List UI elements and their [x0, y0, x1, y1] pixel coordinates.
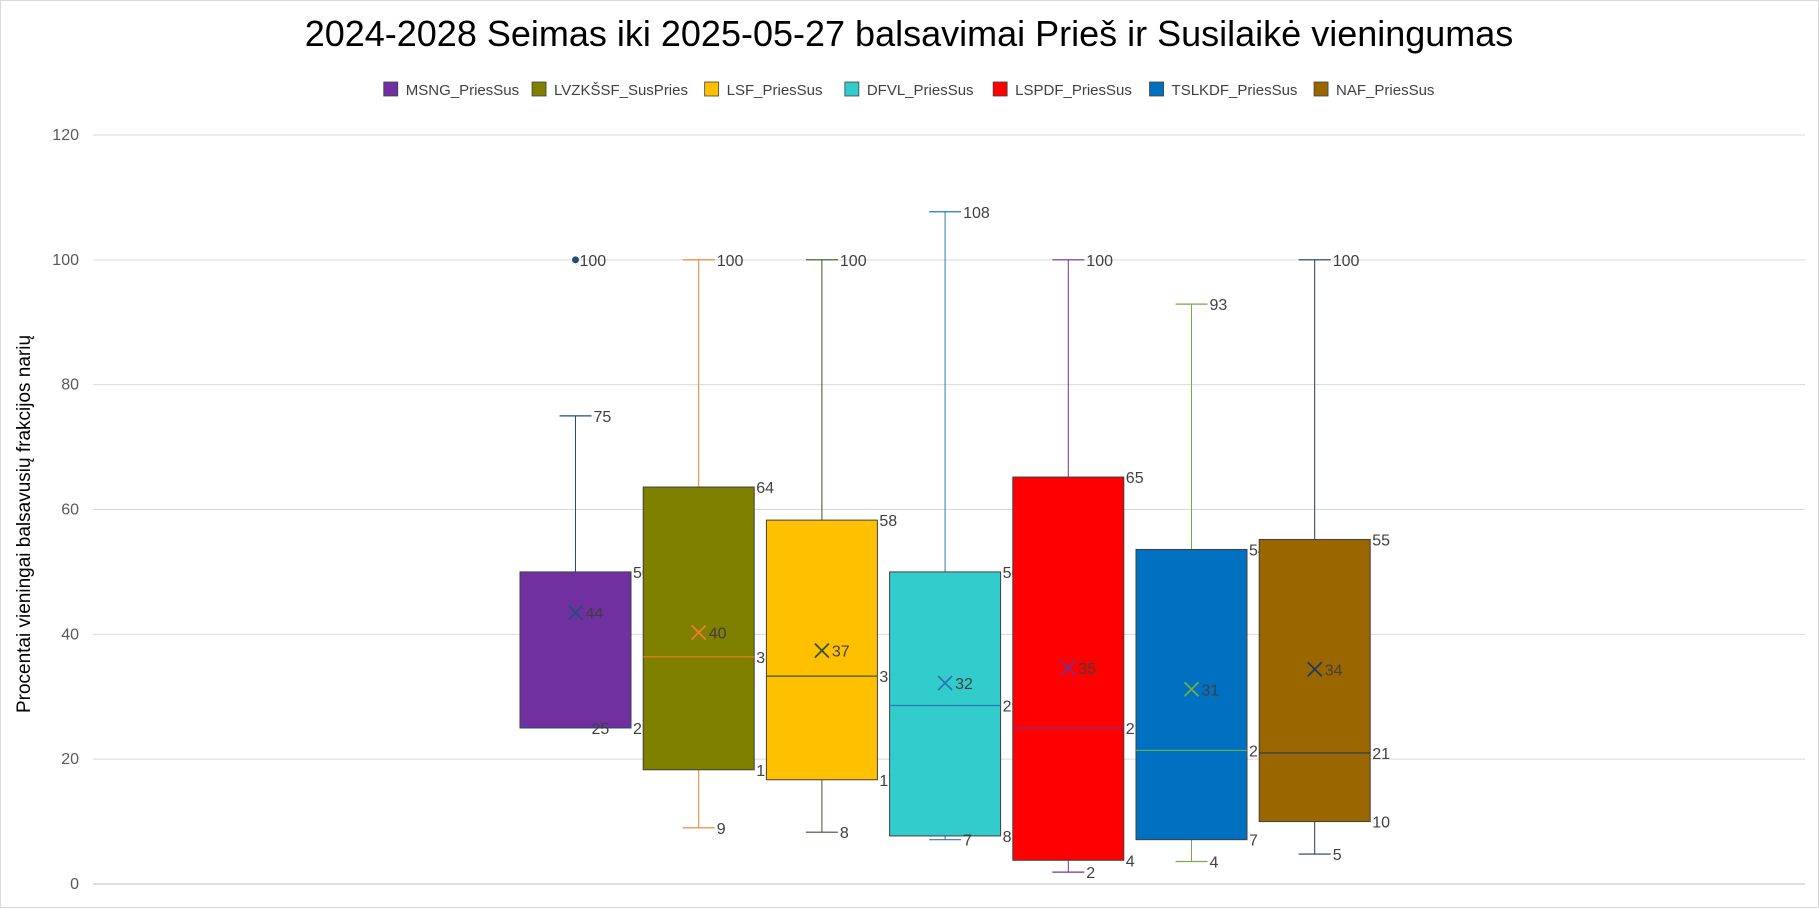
q3-label: 65 [1126, 470, 1144, 487]
box-group: 100 55 21 34 10 5 [1258, 253, 1390, 864]
max-label: 93 [1210, 297, 1228, 314]
y-axis-ticks: 0 20 40 60 80 100 120 [52, 127, 79, 893]
mean-label: 34 [1325, 662, 1343, 679]
min-label: 25 [592, 721, 610, 738]
legend-label: LVZKŠSF_SusPries [554, 82, 688, 99]
q1-label: 7 [1249, 833, 1258, 850]
y-tick-label: 80 [61, 377, 79, 394]
mean-label: 44 [586, 605, 604, 622]
max-label: 108 [963, 205, 990, 222]
outlier-label: 100 [580, 253, 607, 270]
max-label: 75 [594, 409, 612, 426]
legend: MSNG_PriesSus LVZKŠSF_SusPries LSF_PriesSu… [383, 81, 1434, 99]
mean-marker [567, 604, 584, 621]
mean-label: 32 [955, 676, 973, 693]
mean-marker [1307, 661, 1323, 677]
mean-label: 40 [709, 625, 727, 642]
mean-label: 31 [1202, 682, 1220, 699]
legend-label: LSPDF_PriesSus [1015, 82, 1132, 99]
y-tick-label: 60 [61, 502, 79, 519]
legend-swatch [531, 81, 547, 97]
max-label: 100 [717, 253, 744, 270]
mean-marker [1183, 681, 1200, 697]
min-label: 2 [1086, 865, 1095, 882]
legend-label: DFVL_PriesSus [867, 82, 974, 99]
mean-marker [814, 642, 830, 659]
legend-swatch [992, 81, 1008, 97]
y-tick-label: 100 [52, 252, 79, 269]
box-iqr [642, 486, 755, 771]
legend-swatch [844, 81, 860, 97]
legend-swatch [1149, 81, 1164, 97]
legend-label: NAF_PriesSus [1336, 82, 1434, 99]
chart-title: 2024-2028 Seimas iki 2025-05-27 balsavim… [305, 13, 1514, 54]
mean-marker [1060, 660, 1076, 676]
y-tick-label: 0 [70, 876, 79, 893]
min-label: 5 [1333, 847, 1342, 864]
q1-label: 8 [1003, 829, 1012, 846]
legend-swatch [383, 81, 399, 97]
box-series: 1007550442525100643640189100583337178108… [519, 205, 1390, 882]
mean-label: 37 [832, 644, 850, 661]
legend-swatch [1313, 81, 1329, 97]
min-label: 7 [963, 833, 972, 850]
q3-label: 55 [1372, 532, 1390, 549]
box-iqr [889, 571, 1002, 837]
min-label: 4 [1210, 855, 1219, 872]
legend-label: TSLKDF_PriesSus [1172, 82, 1298, 99]
q1-label: 4 [1126, 853, 1135, 870]
legend-label: LSF_PriesSus [727, 82, 823, 99]
max-label: 100 [1086, 253, 1113, 270]
outlier-point [572, 256, 579, 264]
box-iqr [519, 571, 632, 729]
max-label: 100 [1333, 253, 1360, 270]
median-label: 21 [1372, 746, 1390, 763]
q1-label: 10 [1372, 815, 1390, 832]
q3-label: 58 [879, 513, 897, 530]
box-iqr [1258, 538, 1371, 823]
box-iqr [1135, 548, 1248, 841]
q3-label: 64 [756, 480, 774, 497]
legend-swatch [704, 81, 720, 97]
min-label: 9 [717, 821, 726, 838]
legend-label: MSNG_PriesSus [406, 82, 519, 99]
min-label: 8 [840, 825, 849, 842]
y-tick-label: 20 [61, 751, 79, 768]
mean-label: 35 [1078, 661, 1096, 678]
y-axis-label: Procentai vieningai balsavusių frakcijos… [14, 335, 35, 713]
mean-marker [691, 624, 707, 641]
max-label: 100 [840, 253, 867, 270]
y-tick-label: 120 [52, 127, 79, 144]
y-tick-label: 40 [61, 626, 79, 643]
mean-marker [937, 675, 953, 691]
